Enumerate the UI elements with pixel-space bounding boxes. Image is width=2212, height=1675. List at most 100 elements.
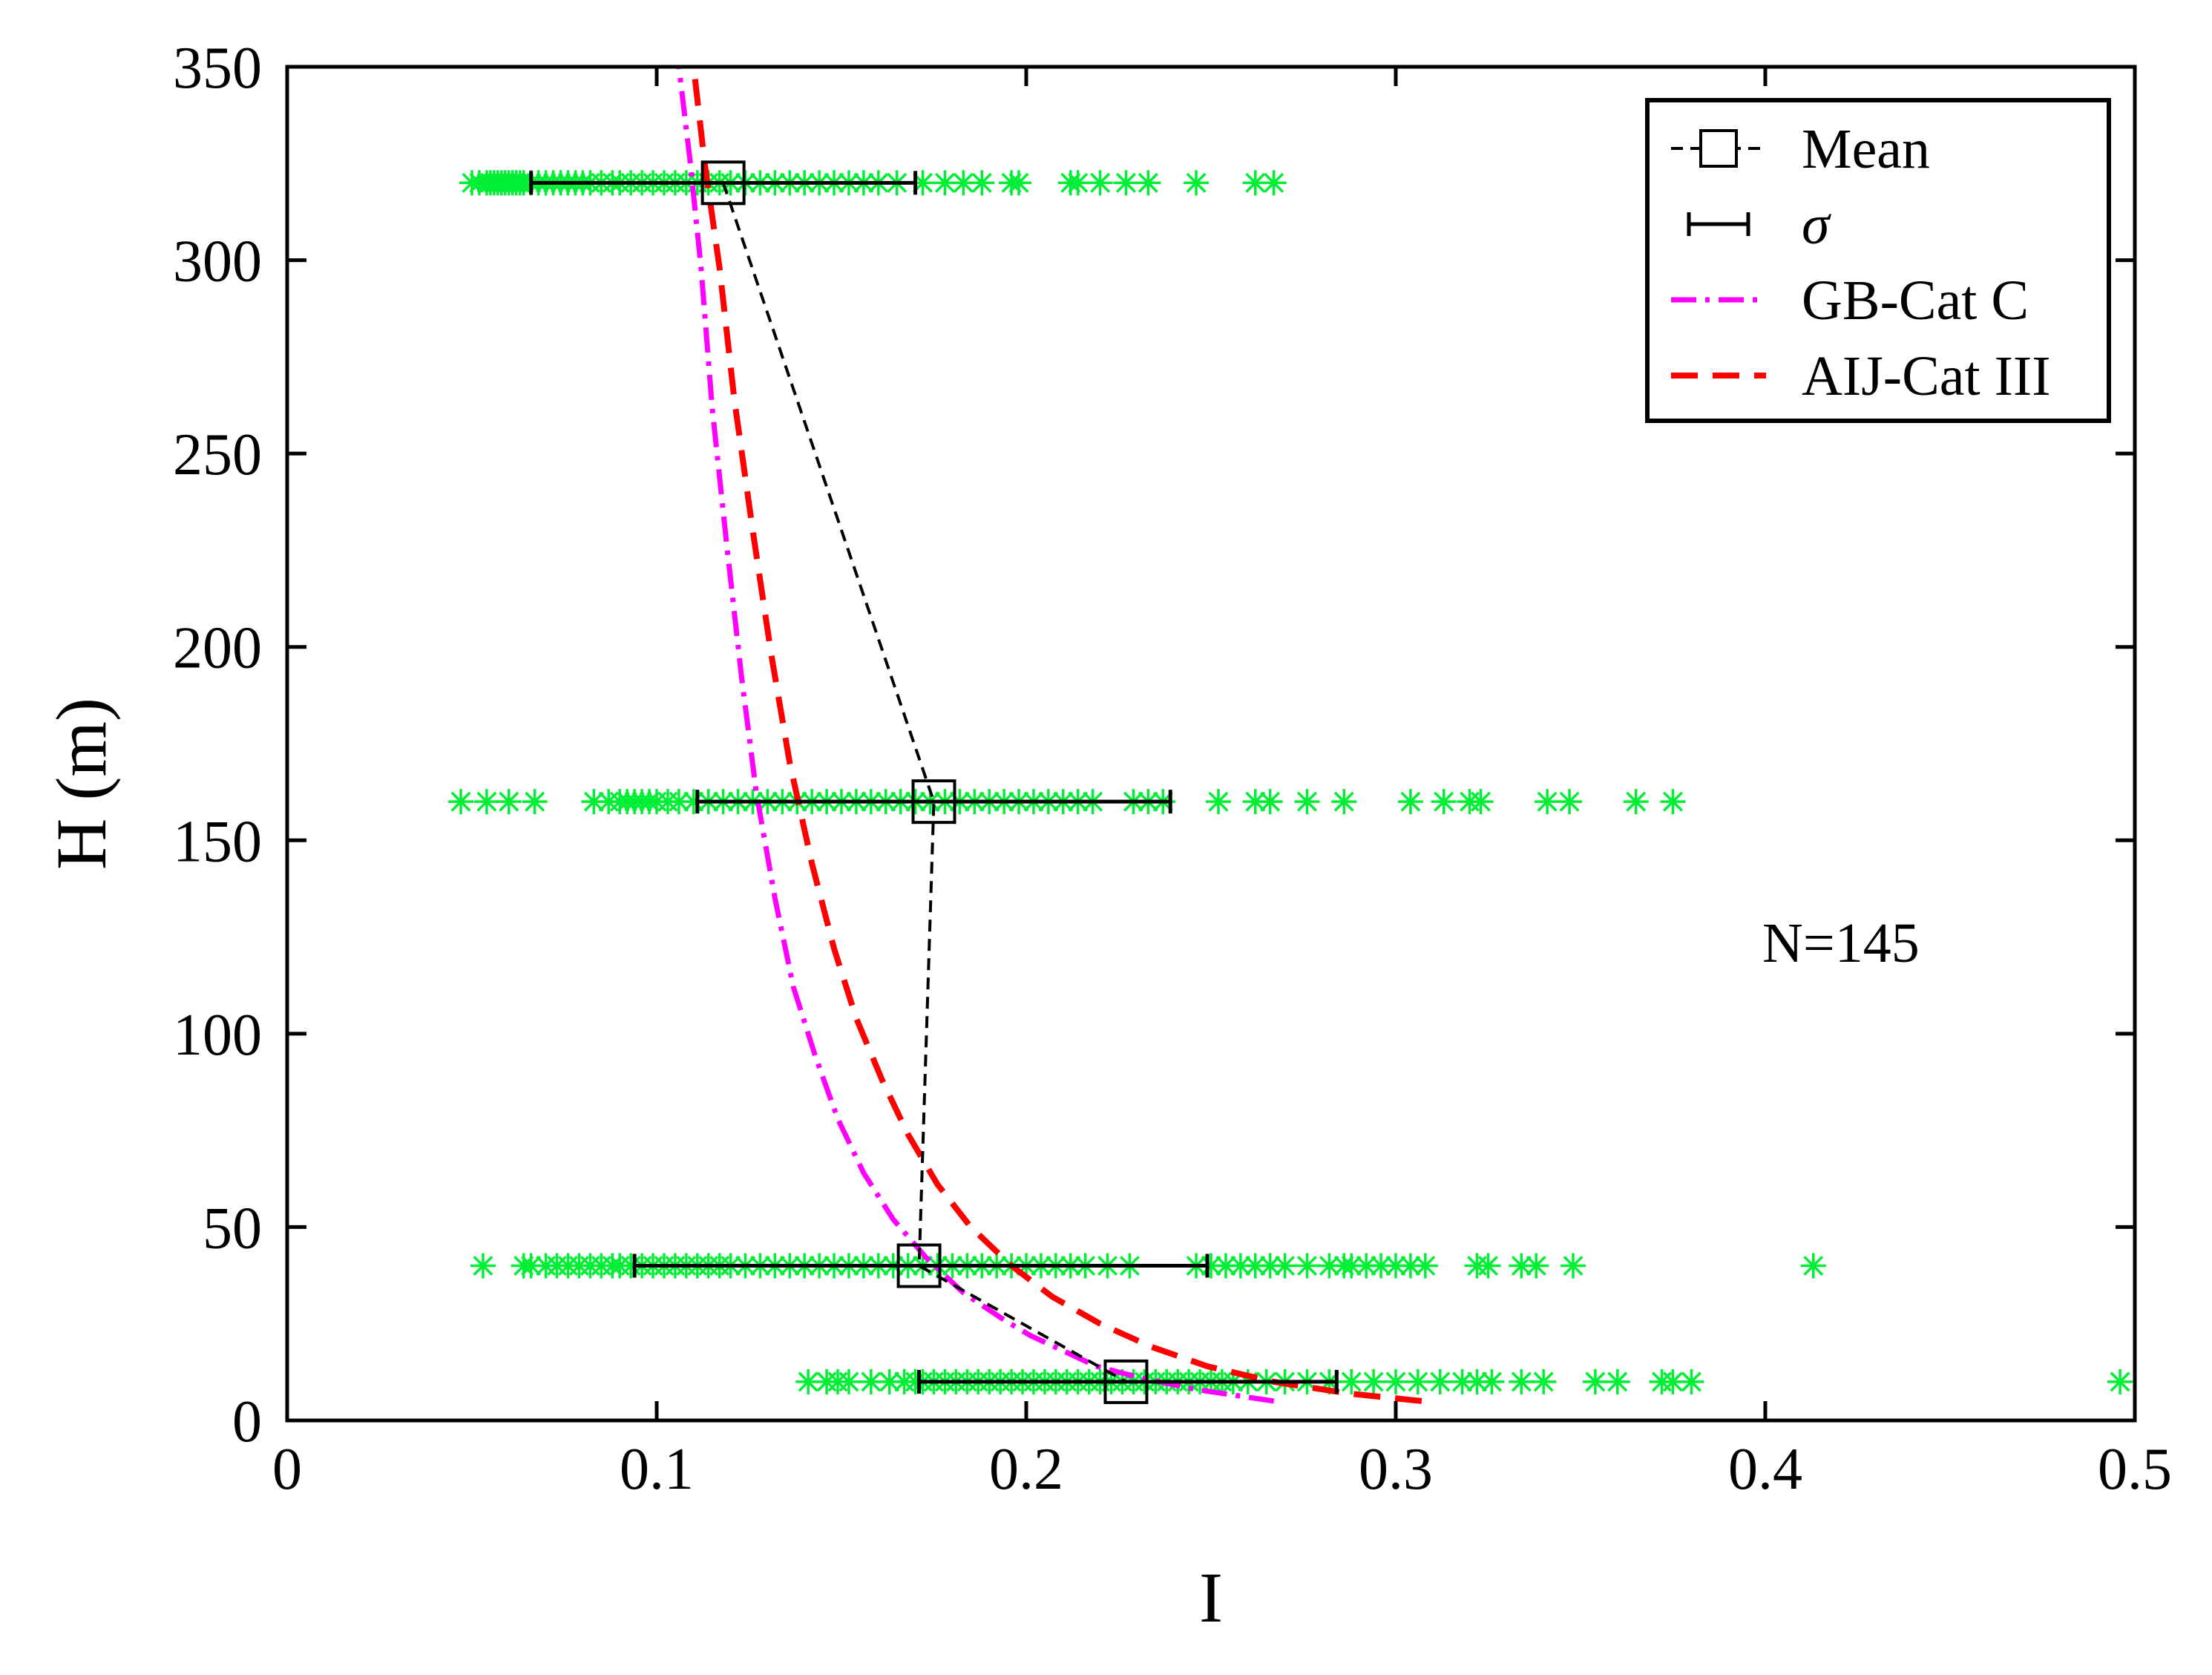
sample-point-h10-3 (836, 1368, 862, 1394)
mean-line (721, 182, 1127, 1383)
sample-point-h40-67-stroke-3 (1563, 1256, 1583, 1276)
x-tick-label-3: 0.3 (1359, 1437, 1433, 1502)
sample-point-h40-66 (1523, 1253, 1549, 1279)
y-tick-label-1: 50 (203, 1196, 262, 1261)
sample-point-h40-64-stroke-3 (1478, 1256, 1498, 1276)
sample-point-h320-48-stroke-3 (953, 172, 974, 193)
sample-point-h10-46-stroke-3 (1430, 1371, 1451, 1392)
sample-point-h10-4-stroke-3 (861, 1371, 882, 1392)
sample-point-h40-2-stroke-3 (521, 1256, 542, 1276)
sample-count-annotation: N=145 (1762, 912, 1920, 974)
sample-point-h320-51-stroke-3 (1008, 172, 1029, 193)
sample-point-h40-0 (470, 1253, 496, 1279)
sample-point-h320-58 (1242, 170, 1268, 196)
legend-label-aij: AIJ-Cat III (1802, 345, 2051, 407)
sample-point-h160-2 (496, 789, 522, 815)
sample-point-h40-62-stroke-3 (1415, 1256, 1436, 1276)
sample-point-h320-55 (1113, 170, 1139, 196)
sample-point-h320-55-stroke-3 (1115, 172, 1136, 193)
sample-point-h10-56-stroke-3 (1681, 1371, 1701, 1392)
y-tick-label-2: 100 (173, 1003, 262, 1068)
x-axis-label: I (1199, 1558, 1223, 1637)
y-tick-label-7: 350 (173, 36, 262, 101)
sample-point-h10-45-stroke-3 (1408, 1371, 1428, 1392)
sample-point-h10-48-stroke-3 (1467, 1371, 1488, 1392)
sample-point-h10-50-stroke-3 (1511, 1371, 1532, 1392)
legend: Mean σ GB-Cat C AIJ-Cat III (1645, 98, 2111, 423)
plot-frame (285, 65, 2137, 1423)
sample-point-h320-49-stroke-3 (971, 172, 992, 193)
sample-point-h160-4-stroke-3 (583, 791, 604, 812)
sample-point-h160-14-stroke-3 (683, 791, 704, 812)
sample-point-h40-67 (1560, 1253, 1586, 1279)
y-tick-label-6: 300 (173, 229, 262, 295)
y-tick-label-4: 200 (173, 616, 262, 681)
sample-point-h320-53 (1065, 170, 1091, 196)
sample-point-h10-53 (1604, 1368, 1630, 1394)
sample-point-h320-47-stroke-3 (934, 172, 955, 193)
sample-point-h40-61 (1397, 1253, 1423, 1279)
sample-point-h10-3-stroke-3 (838, 1371, 859, 1392)
legend-label-gb: GB-Cat C (1802, 269, 2029, 332)
x-tick-label-0: 0 (272, 1437, 302, 1502)
sample-point-h320-54-stroke-3 (1090, 172, 1111, 193)
sample-point-h10-52-stroke-3 (1585, 1371, 1606, 1392)
legend-label-sigma: σ (1802, 194, 1831, 256)
sample-point-h40-62 (1412, 1253, 1438, 1279)
sample-point-h40-68-stroke-3 (1803, 1256, 1824, 1276)
sample-point-h40-68 (1800, 1253, 1826, 1279)
sample-point-h40-64 (1475, 1253, 1501, 1279)
sample-point-h160-47-stroke-3 (1260, 791, 1281, 812)
legend-label-mean: Mean (1802, 118, 1930, 180)
sample-point-h160-55-stroke-3 (1559, 791, 1580, 812)
sample-point-h10-57 (2107, 1368, 2133, 1394)
sample-point-h40-51 (1242, 1253, 1268, 1279)
sample-point-h10-0-stroke-3 (798, 1371, 818, 1392)
aij-cat-iii-curve (690, 66, 1422, 1404)
sample-point-h10-43 (1361, 1368, 1387, 1394)
sample-point-h10-47-stroke-3 (1452, 1371, 1473, 1392)
sample-point-h10-44 (1383, 1368, 1408, 1394)
sample-point-h160-57-stroke-3 (1663, 791, 1683, 812)
sample-point-h160-1-stroke-3 (476, 791, 497, 812)
sample-point-h320-59-stroke-3 (1264, 172, 1284, 193)
code-curves-layer (676, 66, 1422, 1404)
sample-point-h160-3 (522, 789, 548, 815)
sample-point-h320-47 (932, 170, 958, 196)
sample-point-h10-52 (1582, 1368, 1608, 1394)
sample-point-h160-2-stroke-3 (499, 791, 519, 812)
sample-point-h160-50 (1397, 789, 1423, 815)
sample-point-h10-51-stroke-3 (1533, 1371, 1554, 1392)
sample-point-h160-55 (1557, 789, 1583, 815)
sample-point-h40-54-stroke-3 (1297, 1256, 1317, 1276)
sample-point-h40-53 (1272, 1253, 1298, 1279)
sample-point-h320-56 (1135, 170, 1161, 196)
y-axis-label: H (m) (42, 698, 121, 870)
sample-point-h160-53 (1468, 789, 1494, 815)
sample-point-h40-57-stroke-3 (1341, 1256, 1362, 1276)
sample-point-h160-53-stroke-3 (1471, 791, 1491, 812)
sample-point-h160-48-stroke-3 (1297, 791, 1317, 812)
sample-point-h320-53-stroke-3 (1068, 172, 1089, 193)
sample-point-h10-46 (1427, 1368, 1453, 1394)
sample-point-h160-56-stroke-3 (1626, 791, 1647, 812)
sample-point-h40-54 (1294, 1253, 1320, 1279)
x-tick-label-1: 0.1 (620, 1437, 694, 1502)
y-tick-label-5: 250 (173, 422, 262, 488)
sample-point-h160-0 (448, 789, 474, 815)
sample-point-h160-49-stroke-3 (1333, 791, 1354, 812)
sample-point-h10-56 (1678, 1368, 1704, 1394)
mean-marker-h40 (896, 1243, 942, 1288)
sample-point-h40-66-stroke-3 (1526, 1256, 1546, 1276)
sample-point-h160-47 (1257, 789, 1283, 815)
sample-point-h40-60-stroke-3 (1385, 1256, 1406, 1276)
x-tick-label-5: 0.5 (2098, 1437, 2172, 1502)
sample-point-h160-0-stroke-3 (450, 791, 471, 812)
sample-point-h320-57-stroke-3 (1186, 172, 1207, 193)
sample-point-h160-49 (1331, 789, 1357, 815)
sample-point-h10-53-stroke-3 (1607, 1371, 1628, 1392)
sample-point-h10-44-stroke-3 (1385, 1371, 1406, 1392)
sample-point-h320-57 (1184, 170, 1210, 196)
